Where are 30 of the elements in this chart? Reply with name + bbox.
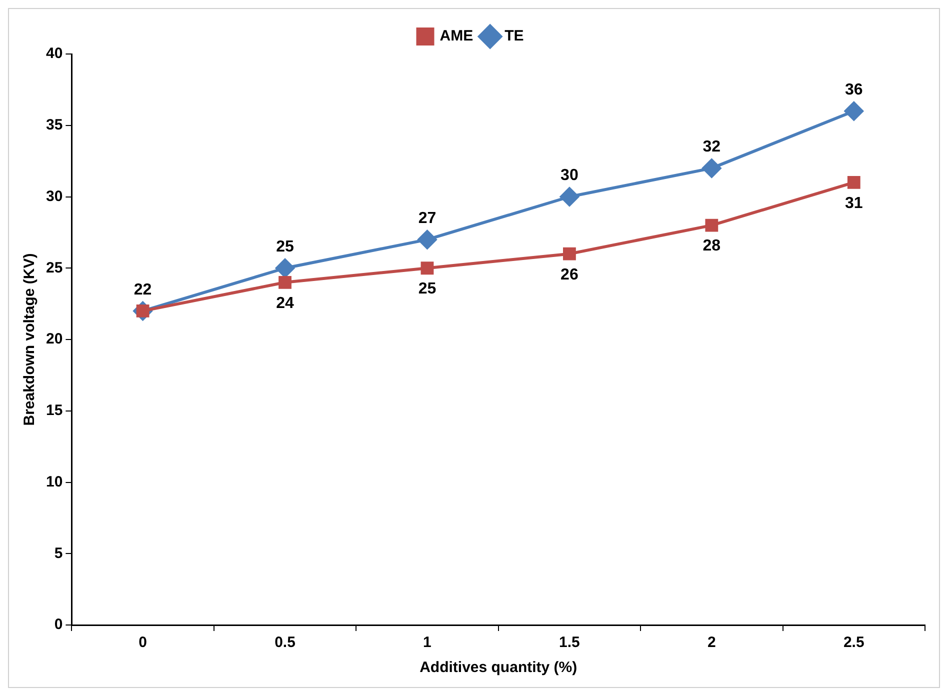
data-label: 32 — [702, 138, 721, 156]
x-tick-label: 2.5 — [843, 634, 864, 652]
x-tick-label: 2 — [708, 634, 716, 652]
y-tick-label: 25 — [46, 259, 63, 276]
x-axis-title: Additives quantity (%) — [420, 659, 578, 676]
y-axis-title: Breakdown voltage (KV) — [21, 253, 38, 426]
y-tick-label: 0 — [54, 616, 63, 634]
data-label: 22 — [134, 281, 152, 298]
x-tick-label: 1 — [423, 634, 432, 652]
data-label: 36 — [844, 82, 863, 99]
y-tick-label: 10 — [46, 473, 63, 490]
data-label: 25 — [418, 280, 436, 298]
data-label: 31 — [844, 194, 863, 212]
data-label: 25 — [276, 238, 294, 256]
legend-label: AME — [440, 28, 474, 45]
y-tick-label: 35 — [46, 116, 63, 134]
data-label: 28 — [702, 238, 721, 255]
y-tick-label: 30 — [46, 188, 63, 205]
data-label: 24 — [276, 294, 294, 312]
data-label: 27 — [418, 210, 436, 227]
legend-label: TE — [504, 28, 524, 45]
y-tick-label: 5 — [54, 544, 63, 562]
data-label: 30 — [560, 167, 578, 184]
x-tick-label: 0.5 — [274, 634, 296, 652]
y-tick-label: 20 — [46, 330, 63, 348]
x-tick-label: 1.5 — [559, 634, 580, 652]
x-tick-label: 0 — [138, 634, 147, 652]
y-tick-label: 40 — [46, 45, 63, 62]
data-label: 26 — [560, 266, 578, 284]
y-tick-label: 15 — [46, 402, 63, 420]
